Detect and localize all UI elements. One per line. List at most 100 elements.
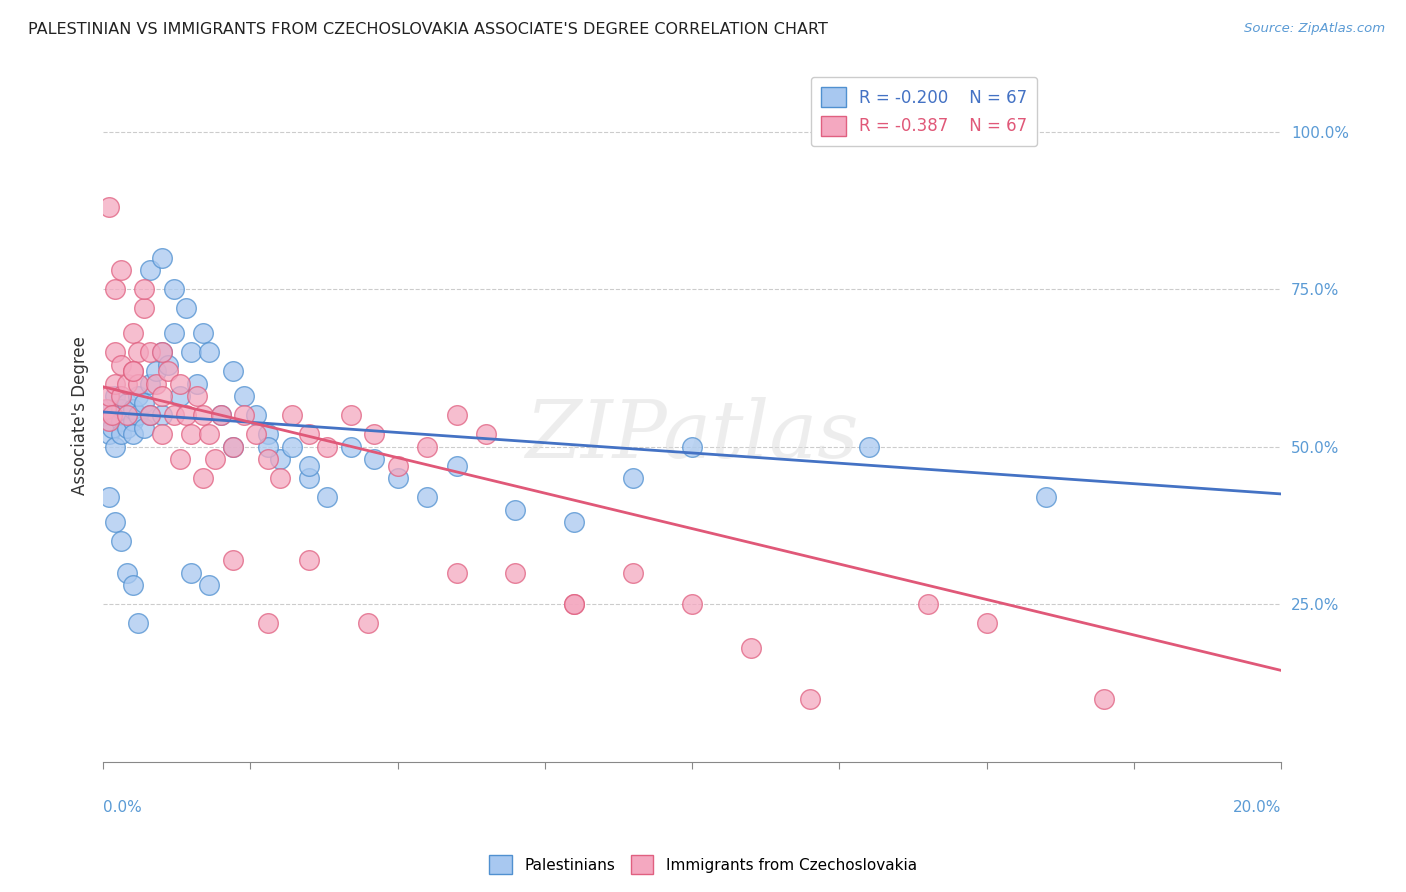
Legend: Palestinians, Immigrants from Czechoslovakia: Palestinians, Immigrants from Czechoslov… (484, 849, 922, 880)
Point (193, 408, 215, 422)
Point (257, 452, 280, 467)
Point (269, 471, 291, 485)
Point (104, 376, 127, 391)
Point (357, 616, 380, 631)
Point (110, 427, 132, 442)
Point (298, 471, 321, 485)
Point (280, 440, 302, 454)
Point (245, 427, 267, 442)
Point (98, 401, 121, 416)
Point (222, 364, 245, 378)
Point (139, 345, 162, 359)
Point (121, 364, 143, 378)
Point (174, 301, 197, 315)
Text: 0.0%: 0.0% (103, 800, 142, 815)
Point (562, 597, 585, 611)
Point (94, 414, 117, 428)
Point (127, 345, 149, 359)
Point (104, 345, 127, 359)
Point (363, 452, 385, 467)
Point (104, 408, 127, 422)
Point (193, 326, 215, 341)
Point (134, 301, 156, 315)
Point (98, 389, 121, 403)
Point (134, 282, 156, 296)
Point (139, 376, 162, 391)
Point (163, 326, 186, 341)
Point (98, 490, 121, 504)
Point (681, 597, 703, 611)
Point (156, 358, 179, 372)
Point (180, 345, 202, 359)
Point (121, 326, 143, 341)
Point (180, 427, 202, 442)
Point (505, 566, 527, 580)
Point (104, 282, 127, 296)
Point (127, 389, 149, 403)
Point (298, 553, 321, 567)
Point (163, 282, 186, 296)
Point (339, 408, 361, 422)
Y-axis label: Associate's Degree: Associate's Degree (72, 335, 89, 494)
Point (115, 566, 138, 580)
Point (150, 345, 173, 359)
Point (222, 440, 245, 454)
Point (257, 616, 280, 631)
Point (115, 421, 138, 435)
Point (257, 440, 280, 454)
Point (139, 408, 162, 422)
Point (446, 566, 468, 580)
Point (233, 408, 256, 422)
Point (917, 597, 939, 611)
Point (127, 616, 149, 631)
Point (198, 427, 221, 442)
Point (209, 408, 232, 422)
Point (169, 376, 191, 391)
Point (104, 440, 127, 454)
Point (145, 376, 167, 391)
Point (180, 566, 202, 580)
Point (681, 440, 703, 454)
Point (115, 376, 138, 391)
Point (316, 490, 339, 504)
Point (121, 414, 143, 428)
Point (94, 401, 117, 416)
Point (169, 452, 191, 467)
Point (740, 641, 762, 656)
Legend: R = -0.200    N = 67, R = -0.387    N = 67: R = -0.200 N = 67, R = -0.387 N = 67 (811, 77, 1038, 146)
Point (298, 458, 321, 473)
Point (110, 263, 132, 277)
Point (174, 408, 197, 422)
Point (1035, 490, 1057, 504)
Point (186, 376, 208, 391)
Point (363, 427, 385, 442)
Point (233, 389, 256, 403)
Point (104, 389, 127, 403)
Point (416, 440, 439, 454)
Point (257, 427, 280, 442)
Point (150, 389, 173, 403)
Point (110, 414, 132, 428)
Point (222, 553, 245, 567)
Point (280, 408, 302, 422)
Point (101, 421, 124, 435)
Point (139, 263, 162, 277)
Point (198, 345, 221, 359)
Text: PALESTINIAN VS IMMIGRANTS FROM CZECHOSLOVAKIA ASSOCIATE'S DEGREE CORRELATION CHA: PALESTINIAN VS IMMIGRANTS FROM CZECHOSLO… (28, 22, 828, 37)
Point (222, 440, 245, 454)
Point (104, 516, 127, 530)
Point (245, 408, 267, 422)
Point (98, 427, 121, 442)
Point (316, 440, 339, 454)
Point (134, 421, 156, 435)
Point (121, 401, 143, 416)
Point (150, 251, 173, 265)
Point (298, 427, 321, 442)
Point (163, 408, 186, 422)
Point (198, 578, 221, 592)
Point (269, 452, 291, 467)
Point (416, 490, 439, 504)
Point (101, 408, 124, 422)
Point (858, 440, 880, 454)
Text: ZIPatlas: ZIPatlas (526, 397, 859, 475)
